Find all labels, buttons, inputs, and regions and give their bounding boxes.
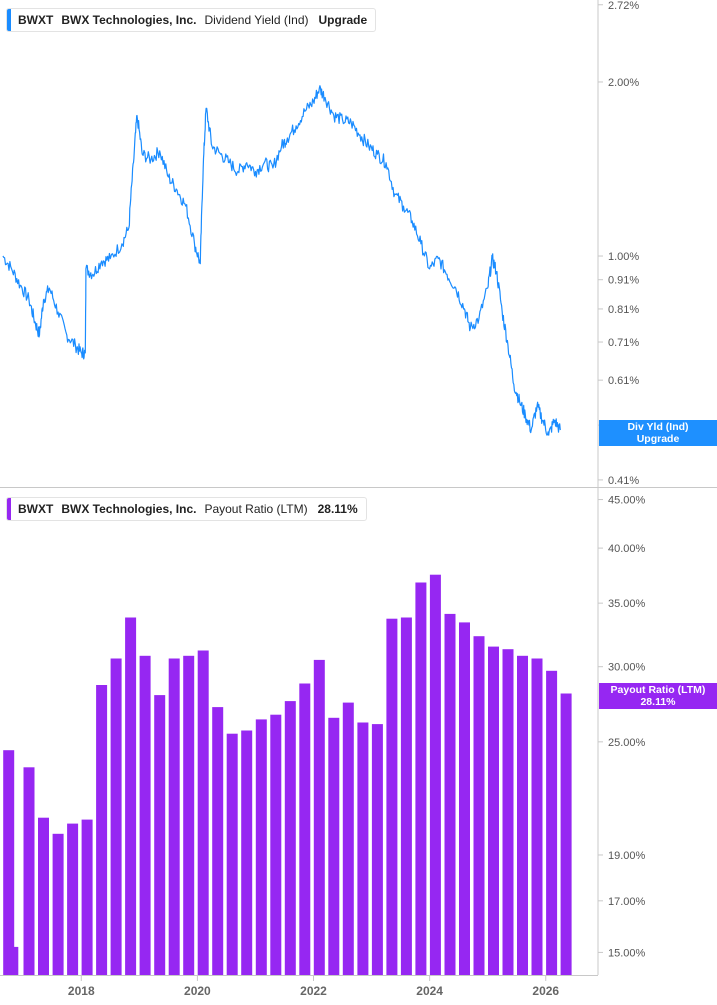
payout-ratio-bar: [299, 683, 311, 975]
payout-ratio-bar: [168, 658, 180, 975]
tag-label: Div Yld (Ind): [627, 421, 689, 433]
dividend-yield-plot: [2, 85, 561, 436]
tag-value: Upgrade: [636, 433, 680, 445]
legend-metric: Dividend Yield (Ind): [204, 13, 309, 27]
legend-metric: Payout Ratio (LTM): [204, 502, 308, 516]
x-tick-label: 2026: [532, 984, 559, 998]
payout-ratio-bar: [38, 817, 49, 975]
payout-ratio-bar: [197, 650, 209, 975]
payout-ratio-bar: [517, 655, 528, 975]
payout-ratio-bar: [473, 636, 485, 975]
payout-ratio-bar: [284, 701, 296, 975]
y-tick-label: 2.00%: [608, 77, 639, 89]
payout-ratio-bar: [226, 733, 238, 975]
payout-ratio-bar: [400, 617, 412, 975]
payout-ratio-bar: [313, 659, 325, 975]
payout-ratio-bar: [488, 646, 499, 975]
legend-ticker: BWXT: [18, 502, 54, 516]
current-value-tag-dividend-yield[interactable]: Div Yld (Ind) Upgrade: [599, 420, 717, 446]
payout-ratio-bar: [183, 655, 195, 975]
y-tick-label: 45.00%: [608, 495, 646, 507]
legend-payout-ratio[interactable]: BWXT BWX Technologies, Inc. Payout Ratio…: [6, 497, 367, 521]
payout-ratio-bar: [139, 655, 151, 975]
y-tick-label: 19.00%: [608, 850, 646, 862]
top-pane: [0, 0, 717, 975]
y-tick-label: 0.81%: [608, 304, 639, 316]
legend-swatch: [7, 498, 11, 520]
payout-ratio-bar: [125, 617, 137, 975]
y-axis-bottom: 45.00% 40.00% 35.00% 30.00% 25.00% 19.00% 17.0…: [598, 495, 646, 959]
payout-ratio-bar: [110, 658, 122, 975]
y-tick-label: 0.61%: [608, 375, 639, 387]
legend-value[interactable]: Upgrade: [318, 13, 368, 27]
x-axis: 2018 2020 2022 2024 2026: [68, 975, 559, 998]
tag-value: 28.11%: [640, 696, 676, 708]
payout-ratio-bar: [67, 823, 79, 975]
payout-ratio-bar: [546, 670, 558, 975]
payout-ratio-bar: [270, 714, 282, 975]
payout-ratio-bar: [342, 702, 354, 975]
x-tick-label: 2020: [184, 984, 211, 998]
dividend-yield-line: [2, 85, 561, 436]
payout-ratio-bar: [3, 750, 15, 975]
legend-swatch: [7, 9, 11, 31]
payout-ratio-bar: [255, 719, 267, 975]
payout-ratio-bar: [212, 707, 224, 975]
y-tick-label: 15.00%: [608, 947, 646, 959]
payout-ratio-bar: [444, 613, 456, 975]
payout-ratio-bar: [560, 693, 572, 975]
x-tick-label: 2022: [300, 984, 327, 998]
payout-ratio-bar: [328, 717, 340, 975]
payout-ratio-bar: [459, 622, 470, 975]
y-tick-label: 0.41%: [608, 475, 639, 487]
payout-ratio-bar: [531, 658, 543, 975]
legend-dividend-yield[interactable]: BWXT BWX Technologies, Inc. Dividend Yie…: [6, 8, 377, 32]
y-tick-label: 30.00%: [608, 662, 646, 674]
payout-ratio-bar: [429, 574, 441, 975]
legend-ticker: BWXT: [18, 13, 54, 27]
payout-ratio-bar: [23, 767, 35, 975]
x-tick-label: 2018: [68, 984, 95, 998]
current-value-tag-payout-ratio: Payout Ratio (LTM) 28.11%: [599, 683, 717, 709]
legend-company: BWX Technologies, Inc.: [61, 502, 197, 516]
y-axis-top: 2.72%2.00%1.00%0.91%0.81%0.71%0.61%0.51%…: [598, 0, 639, 487]
x-tick-label: 2024: [416, 984, 443, 998]
y-tick-label: 25.00%: [608, 737, 646, 749]
y-tick-label: 17.00%: [608, 896, 646, 908]
payout-ratio-bar: [371, 724, 383, 975]
payout-ratio-plot: [3, 574, 572, 975]
payout-ratio-bar: [154, 695, 166, 975]
payout-ratio-bar: [96, 685, 108, 975]
y-tick-label: 1.00%: [608, 251, 639, 263]
y-tick-label: 0.91%: [608, 275, 639, 287]
legend-value: 28.11%: [317, 502, 358, 516]
payout-ratio-bar: [386, 618, 398, 975]
y-tick-label: 40.00%: [608, 543, 646, 555]
y-tick-label: 0.71%: [608, 337, 639, 349]
payout-ratio-bar: [415, 582, 427, 975]
legend-company: BWX Technologies, Inc.: [61, 13, 197, 27]
payout-ratio-bar: [81, 819, 93, 975]
tag-label: Payout Ratio (LTM): [610, 684, 706, 696]
payout-ratio-bar: [241, 730, 253, 975]
y-tick-label: 35.00%: [608, 598, 646, 610]
y-tick-label: 2.72%: [608, 0, 639, 12]
payout-ratio-bar: [52, 833, 64, 975]
payout-ratio-bar: [357, 722, 369, 975]
payout-ratio-bar: [7, 946, 19, 975]
payout-ratio-bar: [502, 649, 514, 975]
